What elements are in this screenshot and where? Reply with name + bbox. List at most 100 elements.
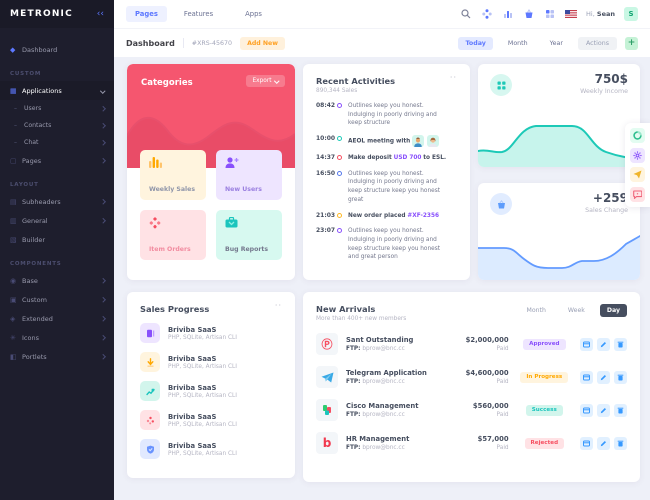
order-link[interactable]: #XF-2356 xyxy=(407,212,440,219)
delete-button[interactable] xyxy=(614,403,627,417)
sales-progress-item[interactable]: Briviba SaaS PHP, SQLite, Artisan CLI xyxy=(140,323,282,343)
arrow-down-icon xyxy=(140,352,160,372)
sidebar-item-chat[interactable]: – Chat xyxy=(0,134,114,151)
edit-button[interactable] xyxy=(597,370,610,384)
tab-features[interactable]: Features xyxy=(183,10,214,18)
sales-progress-item[interactable]: Briviba SaaS PHP, SQLite, Artisan CLI xyxy=(140,410,282,430)
sidebar-item-builder[interactable]: ▧ Builder xyxy=(10,235,45,244)
more-icon[interactable]: ·· xyxy=(274,301,282,310)
brand-logo: METRONIC xyxy=(10,9,73,19)
sidebar-item-portlets[interactable]: ◧ Portlets xyxy=(0,347,114,366)
basket-icon xyxy=(490,193,512,215)
sidebar-item-extended[interactable]: ◈ Extended xyxy=(0,309,114,328)
filter-week[interactable]: Week xyxy=(567,307,585,314)
tile-new-users[interactable]: New Users xyxy=(216,150,282,200)
sales-progress-item[interactable]: Briviba SaaS PHP, SQLite, Artisan CLI xyxy=(140,439,282,459)
dash-bullet: – xyxy=(14,139,17,146)
view-button[interactable] xyxy=(580,370,593,384)
tab-pages[interactable]: Pages xyxy=(126,6,167,22)
applications-icon: ▦ xyxy=(10,86,17,95)
chevron-right-icon xyxy=(99,278,105,283)
base-icon: ◉ xyxy=(10,276,17,285)
basket-icon[interactable] xyxy=(523,8,535,20)
edit-button[interactable] xyxy=(597,337,610,351)
sidebar-item-custom[interactable]: ▣ Custom xyxy=(0,290,114,309)
add-button[interactable]: + xyxy=(625,36,638,50)
tile-bug-reports[interactable]: Bug Reports xyxy=(216,210,282,260)
new-arrivals-subtitle: More than 400+ new members xyxy=(316,316,407,322)
table-row[interactable]: Telegram Application FTP: bprow@bnc.cc $… xyxy=(316,366,627,388)
sidebar-item-dashboard[interactable]: ◆ Dashboard xyxy=(10,45,58,54)
activity-item[interactable]: 16:50 Outlines keep you honest. Indulgin… xyxy=(316,169,441,203)
grid-icon[interactable] xyxy=(544,8,556,20)
range-month[interactable]: Month xyxy=(507,39,528,47)
delete-button[interactable] xyxy=(614,337,627,351)
activity-item[interactable]: 21:03 New order placed #XF-2356 xyxy=(316,211,440,219)
sidebar-item-applications[interactable]: ▦ Applications xyxy=(0,81,114,100)
delete-button[interactable] xyxy=(614,436,627,450)
chevron-right-icon xyxy=(99,140,105,145)
activity-item[interactable]: 23:07 Outlines keep you honest. Indulgin… xyxy=(316,227,441,261)
sidebar-item-general[interactable]: ▥ General xyxy=(0,211,114,230)
company-logo-p: Ⓟ xyxy=(316,333,338,355)
filter-month[interactable]: Month xyxy=(526,307,546,314)
sidebar-item-subheaders[interactable]: ▤ Subheaders xyxy=(0,192,114,211)
range-today[interactable]: Today xyxy=(458,36,493,50)
paper-plane-icon[interactable] xyxy=(630,167,645,183)
avatar[interactable]: S xyxy=(624,7,638,21)
donut-chart-icon[interactable] xyxy=(630,127,645,143)
table-row[interactable]: b HR Management FTP: bprow@bnc.cc $57,00… xyxy=(316,432,627,454)
view-button[interactable] xyxy=(580,403,593,417)
activity-item[interactable]: 08:42 Outlines keep you honest. Indulgin… xyxy=(316,102,437,127)
bar-chart-icon[interactable] xyxy=(502,8,514,20)
sidebar-item-users[interactable]: – Users xyxy=(0,100,114,117)
activity-timeline: 08:42 Outlines keep you honest. Indulgin… xyxy=(316,102,457,262)
topbar: Pages Features Apps Hi, Sean S xyxy=(114,0,650,28)
search-icon[interactable] xyxy=(460,8,472,20)
custom-icon: ▣ xyxy=(10,295,17,304)
chevrons-left-icon[interactable]: ‹‹ xyxy=(96,8,104,19)
timeline-dot xyxy=(337,228,342,234)
chevron-down-icon xyxy=(99,88,105,93)
gear-icon[interactable] xyxy=(630,147,645,163)
sidebar-item-icons[interactable]: ✳ Icons xyxy=(0,328,114,347)
sales-progress-item[interactable]: Briviba SaaS PHP, SQLite, Artisan CLI xyxy=(140,381,282,401)
sidebar-item-base[interactable]: ◉ Base xyxy=(0,271,114,290)
more-icon[interactable]: ·· xyxy=(449,73,457,82)
export-button[interactable]: Export xyxy=(245,75,285,87)
chevron-right-icon xyxy=(99,123,105,128)
tile-weekly-sales[interactable]: Weekly Sales xyxy=(140,150,206,200)
chat-icon[interactable] xyxy=(630,187,645,203)
us-flag-icon[interactable] xyxy=(565,8,578,20)
table-row[interactable]: Cisco Management FTP: bprow@bnc.cc $560,… xyxy=(316,399,627,421)
deposit-link[interactable]: USD 700 xyxy=(393,155,422,162)
user-plus-icon xyxy=(225,157,239,168)
actions-button[interactable]: Actions xyxy=(577,36,617,50)
activity-item[interactable]: 14:37 Make deposit USD 700 to ESL. xyxy=(316,154,447,162)
tab-apps[interactable]: Apps xyxy=(245,10,262,18)
timeline-dot xyxy=(337,103,342,108)
view-button[interactable] xyxy=(580,337,593,351)
table-row[interactable]: Ⓟ Sant Outstanding FTP: bprow@bnc.cc $2,… xyxy=(316,333,627,355)
compass-dots-icon[interactable] xyxy=(481,8,493,20)
user-greeting: Hi, Sean xyxy=(586,10,615,18)
subheaders-icon: ▤ xyxy=(10,197,17,206)
edit-button[interactable] xyxy=(597,436,610,450)
chevron-right-icon xyxy=(99,218,105,223)
section-label-components: COMPONENTS xyxy=(10,261,62,267)
activity-item[interactable]: 10:00 AEOL meeting with xyxy=(316,135,457,148)
add-new-button[interactable]: Add New xyxy=(240,36,285,50)
sales-change-card: +259 Sales Change xyxy=(478,183,640,280)
chevron-right-icon xyxy=(99,158,105,163)
page-code: #XRS-45670 xyxy=(191,39,233,47)
sidebar-item-pages[interactable]: ▢ Pages xyxy=(0,151,114,170)
range-year[interactable]: Year xyxy=(549,39,563,47)
tile-item-orders[interactable]: Item Orders xyxy=(140,210,206,260)
edit-button[interactable] xyxy=(597,403,610,417)
status-badge: Success xyxy=(525,404,563,416)
view-button[interactable] xyxy=(580,436,593,450)
filter-day[interactable]: Day xyxy=(599,304,627,317)
delete-button[interactable] xyxy=(614,370,627,384)
sidebar-item-contacts[interactable]: – Contacts xyxy=(0,117,114,134)
sales-progress-item[interactable]: Briviba SaaS PHP, SQLite, Artisan CLI xyxy=(140,352,282,372)
